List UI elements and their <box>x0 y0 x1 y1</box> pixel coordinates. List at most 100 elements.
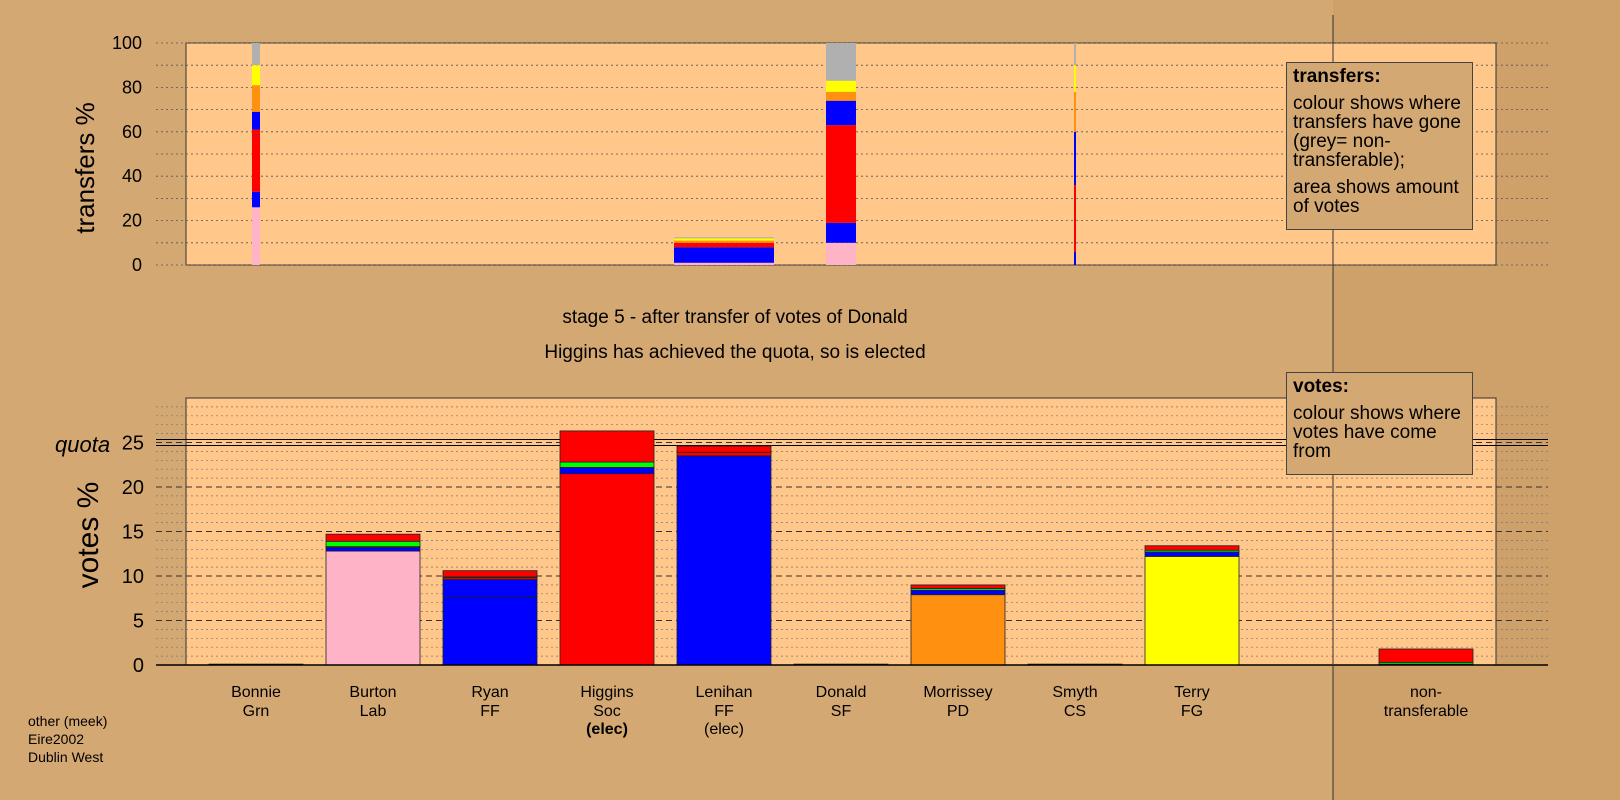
votes-tick-label: 0 <box>133 655 144 677</box>
vote-segment <box>442 579 538 597</box>
candidate-party: FF <box>480 703 500 720</box>
transfer-segment <box>674 242 774 248</box>
footer-method: other (meek) <box>28 713 108 729</box>
votes-tick-label: 15 <box>122 522 144 544</box>
transfer-segment <box>252 111 260 130</box>
vote-segment <box>910 594 1006 666</box>
vote-segment <box>442 570 538 578</box>
transfer-segment <box>826 222 856 243</box>
stage-title: stage 5 - after transfer of votes of Don… <box>562 307 907 328</box>
candidate-name: Morrissey <box>923 684 992 701</box>
candidate-party: PD <box>947 703 969 720</box>
transfer-segment <box>674 238 774 241</box>
vote-segment <box>676 445 772 453</box>
candidate-party: Lab <box>360 703 387 720</box>
transfer-segment <box>252 207 260 265</box>
candidate-party: Grn <box>243 703 270 720</box>
candidate-party: SF <box>831 703 852 720</box>
candidate-party: transferable <box>1384 703 1469 720</box>
candidate-party: FG <box>1181 703 1203 720</box>
votes-tick-label: 10 <box>122 566 144 588</box>
transfer-segment <box>1074 65 1076 92</box>
candidate-name: non- <box>1410 684 1442 701</box>
footer-constituency: Dublin West <box>28 749 104 765</box>
vote-segment <box>1144 556 1240 666</box>
votes-tick-label: 20 <box>122 477 144 499</box>
transfers-legend-text-2: area shows amount of votes <box>1293 177 1459 217</box>
transfer-segment <box>826 91 856 101</box>
vote-segment <box>325 547 421 552</box>
transfer-segment <box>1074 251 1076 265</box>
transfers-axis-label: transfers % <box>70 102 100 234</box>
votes-plot: 0 5 10 15 20 25 Bonnie Grn Burton Lab Ryan FF Higgin… <box>122 397 1548 738</box>
transfer-segment <box>252 191 260 208</box>
votes-legend-title: votes: <box>1293 376 1349 397</box>
transfers-tick-label: 60 <box>122 122 142 142</box>
footer-election: Eire2002 <box>28 731 85 747</box>
candidate-status: (elec) <box>586 721 628 738</box>
transfer-segment <box>826 242 856 265</box>
candidate-name: Higgins <box>580 684 633 701</box>
vote-segment <box>559 430 655 463</box>
transfer-segment <box>826 100 856 126</box>
transfers-tick-label: 40 <box>122 166 142 186</box>
transfer-segment <box>1074 91 1076 132</box>
candidate-name: Lenihan <box>696 684 753 701</box>
candidate-name: Bonnie <box>231 684 281 701</box>
transfer-segment <box>826 125 856 223</box>
candidate-name: Donald <box>816 684 867 701</box>
transfer-segment <box>252 129 260 192</box>
vote-segment <box>325 540 421 548</box>
candidate-party: CS <box>1064 703 1086 720</box>
vote-segment <box>1144 551 1240 557</box>
candidate-party: Soc <box>593 703 621 720</box>
vote-segment <box>910 589 1006 596</box>
vote-segment <box>325 550 421 666</box>
candidate-party: FF <box>714 703 734 720</box>
footer-info: other (meek) Eire2002 Dublin West <box>28 712 107 766</box>
transfers-tick-label: 0 <box>132 255 142 275</box>
vote-segment <box>559 461 655 468</box>
transfers-tick-label: 100 <box>112 33 142 53</box>
vote-segment <box>559 467 655 475</box>
transfer-segment <box>252 65 260 86</box>
transfer-segment <box>674 262 774 265</box>
stage-subtitle: Higgins has achieved the quota, so is el… <box>544 342 925 363</box>
candidate-name: Smyth <box>1052 684 1097 701</box>
transfer-segment <box>252 43 260 66</box>
vote-segment <box>325 533 421 542</box>
vote-segment <box>442 596 538 666</box>
vote-segment <box>1378 648 1474 663</box>
transfers-tick-label: 80 <box>122 77 142 97</box>
transfers-tick-label: 20 <box>122 211 142 231</box>
transfers-legend-title: transfers: <box>1293 66 1381 87</box>
transfer-segment <box>826 80 856 92</box>
vote-segment <box>1144 545 1240 551</box>
transfer-segment <box>674 240 774 243</box>
quota-label: quota <box>55 432 110 457</box>
transfer-segment <box>674 237 774 239</box>
transfer-segment <box>826 43 856 81</box>
candidate-status: (elec) <box>704 721 744 738</box>
candidate-name: Terry <box>1174 684 1210 701</box>
vote-segment <box>559 473 655 666</box>
transfer-segment <box>1074 43 1076 66</box>
votes-axis-label: votes % <box>72 482 105 589</box>
vote-segment <box>676 451 772 457</box>
votes-tick-label: 5 <box>133 611 144 633</box>
vote-segment <box>910 584 1006 589</box>
vote-segment <box>676 455 772 666</box>
votes-legend: votes: colour shows where votes have com… <box>1286 372 1473 475</box>
transfer-segment <box>1074 131 1076 186</box>
transfer-segment <box>1074 185 1076 252</box>
candidate-name: Burton <box>349 684 396 701</box>
votes-legend-text: colour shows where votes have come from <box>1293 403 1461 462</box>
transfers-plot: 0 20 40 60 80 100 <box>112 33 1548 275</box>
transfers-legend-text: colour shows where transfers have gone (… <box>1293 93 1461 171</box>
transfers-legend: transfers: colour shows where transfers … <box>1286 62 1473 230</box>
transfer-segment <box>674 247 774 263</box>
candidate-name: Ryan <box>471 684 508 701</box>
votes-tick-label: 25 <box>122 433 144 455</box>
transfer-segment <box>252 85 260 112</box>
